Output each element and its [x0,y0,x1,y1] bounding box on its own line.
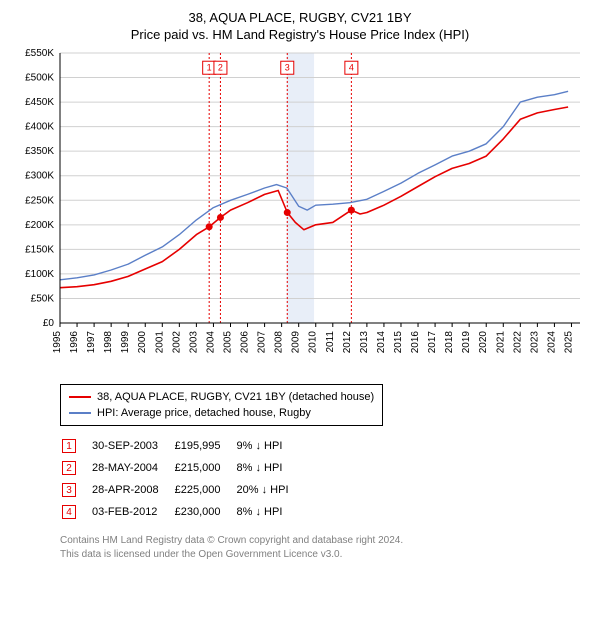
svg-text:£100K: £100K [25,269,54,280]
svg-text:2025: 2025 [563,331,574,354]
svg-text:2021: 2021 [495,331,506,354]
svg-text:2010: 2010 [308,331,319,354]
footer-note: Contains HM Land Registry data © Crown c… [60,534,590,561]
sales-table: 1 30-SEP-2003£195,9959% ↓ HPI 2 28-MAY-2004… [60,434,305,524]
legend-swatch [69,396,91,398]
svg-text:2: 2 [218,63,223,73]
svg-text:2007: 2007 [257,331,268,354]
sale-date: 28-APR-2008 [92,480,173,500]
svg-text:2000: 2000 [137,331,148,354]
svg-text:1997: 1997 [86,331,97,354]
svg-text:1998: 1998 [103,331,114,354]
svg-text:2006: 2006 [240,331,251,354]
marker-badge: 4 [62,505,76,519]
legend-item: HPI: Average price, detached house, Rugb… [69,405,374,421]
svg-text:£300K: £300K [25,171,54,182]
svg-text:2016: 2016 [410,331,421,354]
marker-badge: 1 [62,439,76,453]
sale-price: £195,995 [175,436,235,456]
svg-text:2003: 2003 [188,331,199,354]
svg-text:£400K: £400K [25,122,54,133]
svg-text:2022: 2022 [512,331,523,354]
sale-delta: 8% ↓ HPI [237,458,303,478]
svg-text:£250K: £250K [25,195,54,206]
title-address: 38, AQUA PLACE, RUGBY, CV21 1BY [10,10,590,25]
price-chart: £0 £50K £100K £150K £200K £250K £300K £350K £400… [10,48,590,378]
sale-price: £225,000 [175,480,235,500]
svg-text:£350K: £350K [25,146,54,157]
legend-label: HPI: Average price, detached house, Rugb… [97,405,311,421]
svg-text:2023: 2023 [529,331,540,354]
table-row: 2 28-MAY-2004£215,0008% ↓ HPI [62,458,303,478]
svg-text:£150K: £150K [25,244,54,255]
sale-delta: 8% ↓ HPI [237,502,303,522]
svg-text:4: 4 [349,63,354,73]
svg-text:£200K: £200K [25,220,54,231]
chart-container: 38, AQUA PLACE, RUGBY, CV21 1BY Price pa… [0,0,600,571]
svg-text:2024: 2024 [546,331,557,354]
svg-text:2012: 2012 [342,331,353,354]
svg-text:2011: 2011 [325,331,336,353]
svg-text:2008: 2008 [274,331,285,354]
svg-text:1996: 1996 [69,331,80,354]
svg-text:£450K: £450K [25,97,54,108]
chart-area: £0 £50K £100K £150K £200K £250K £300K £350K £400… [10,48,590,378]
svg-text:£50K: £50K [31,293,55,304]
svg-text:2015: 2015 [393,331,404,354]
svg-text:2017: 2017 [427,331,438,354]
legend: 38, AQUA PLACE, RUGBY, CV21 1BY (detache… [60,384,383,426]
svg-text:2002: 2002 [171,331,182,354]
sale-date: 03-FEB-2012 [92,502,173,522]
sale-price: £230,000 [175,502,235,522]
title-subtitle: Price paid vs. HM Land Registry's House … [10,27,590,42]
legend-swatch [69,412,91,414]
svg-text:1995: 1995 [52,331,63,354]
svg-text:2018: 2018 [444,331,455,354]
svg-text:2013: 2013 [359,331,370,354]
svg-text:2005: 2005 [222,331,233,354]
sale-price: £215,000 [175,458,235,478]
svg-text:3: 3 [285,63,290,73]
svg-text:£550K: £550K [25,48,54,59]
table-row: 1 30-SEP-2003£195,9959% ↓ HPI [62,436,303,456]
svg-text:2004: 2004 [205,331,216,354]
marker-badge: 3 [62,483,76,497]
svg-text:1: 1 [207,63,212,73]
marker-badge: 2 [62,461,76,475]
table-row: 4 03-FEB-2012£230,0008% ↓ HPI [62,502,303,522]
svg-text:1999: 1999 [120,331,131,354]
footer-line: Contains HM Land Registry data © Crown c… [60,534,590,548]
svg-text:2009: 2009 [291,331,302,354]
svg-text:£0: £0 [43,318,55,329]
svg-text:2001: 2001 [154,331,165,354]
sale-delta: 9% ↓ HPI [237,436,303,456]
footer-line: This data is licensed under the Open Gov… [60,548,590,562]
legend-item: 38, AQUA PLACE, RUGBY, CV21 1BY (detache… [69,389,374,405]
svg-text:2020: 2020 [478,331,489,354]
sale-delta: 20% ↓ HPI [237,480,303,500]
svg-text:£500K: £500K [25,73,54,84]
table-row: 3 28-APR-2008£225,00020% ↓ HPI [62,480,303,500]
svg-text:2019: 2019 [461,331,472,354]
svg-text:2014: 2014 [376,331,387,354]
legend-label: 38, AQUA PLACE, RUGBY, CV21 1BY (detache… [97,389,374,405]
sale-date: 30-SEP-2003 [92,436,173,456]
sale-date: 28-MAY-2004 [92,458,173,478]
